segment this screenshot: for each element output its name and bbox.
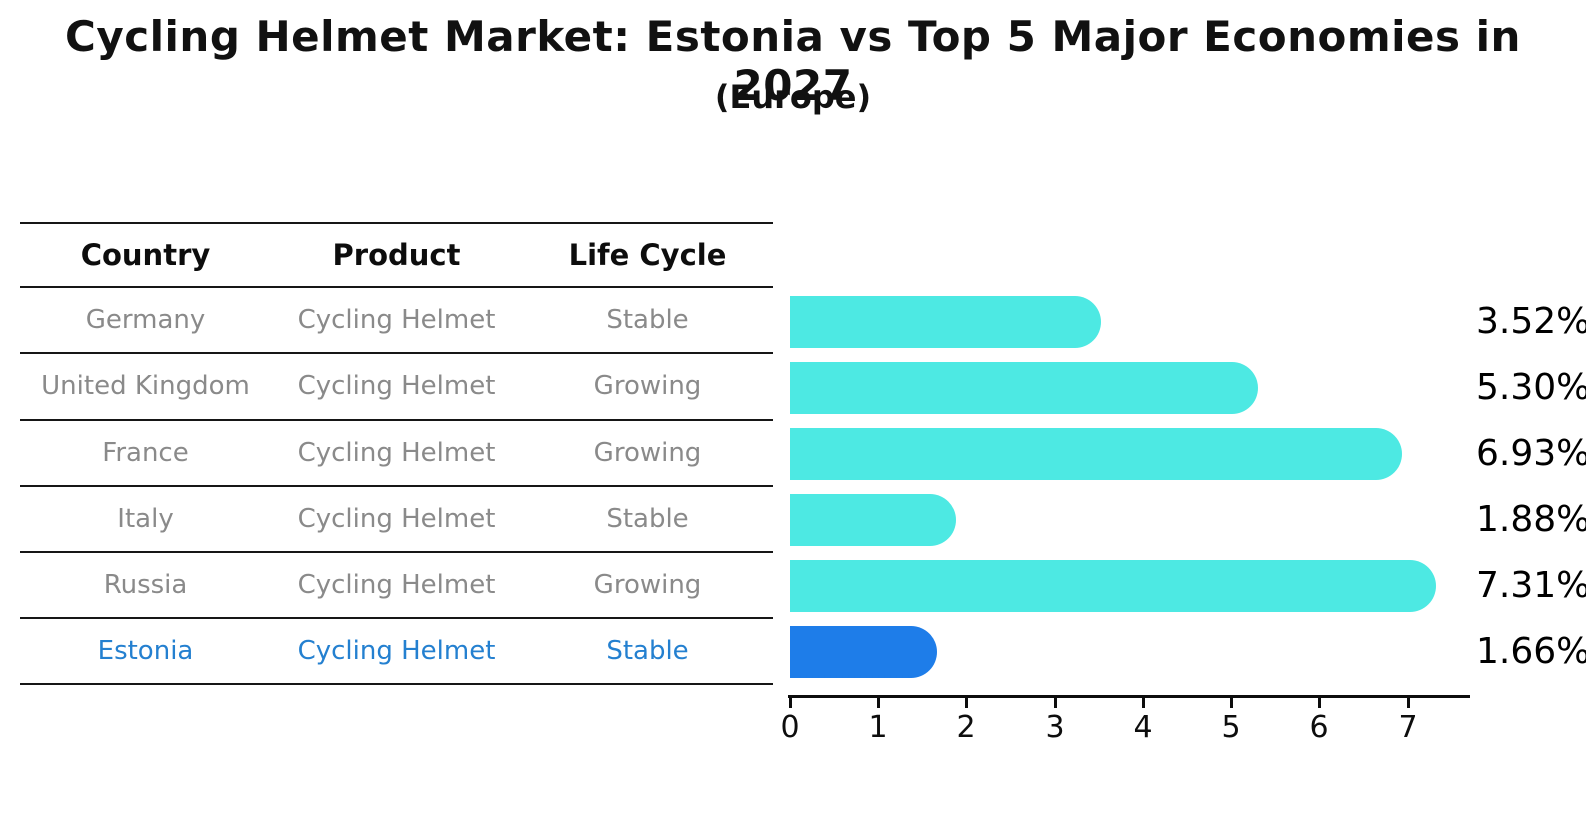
x-axis-tick-label: 0 <box>780 710 800 745</box>
value-label-france: 6.93% <box>1476 433 1586 474</box>
x-axis-tick-label: 4 <box>1133 710 1153 745</box>
cell-product: Cycling Helmet <box>297 503 496 534</box>
value-label-italy: 1.88% <box>1476 499 1586 540</box>
cell-life-cycle: Stable <box>606 305 689 336</box>
x-axis-tick <box>789 698 792 708</box>
x-axis-tick <box>1054 698 1057 708</box>
value-label-estonia: 1.66% <box>1476 631 1586 672</box>
bar-germany <box>790 296 1101 348</box>
table-row-germany: Germany Cycling Helmet Stable <box>20 288 773 355</box>
cell-product: Cycling Helmet <box>297 371 496 402</box>
x-axis-tick-label: 6 <box>1309 710 1329 745</box>
x-axis-tick-label: 5 <box>1221 710 1241 745</box>
value-label-united-kingdom: 5.30% <box>1476 367 1586 408</box>
table-row-estonia-highlighted: Estonia Cycling Helmet Stable <box>20 619 773 686</box>
cell-product: Cycling Helmet <box>297 305 496 336</box>
x-axis-tick-label: 2 <box>956 710 976 745</box>
cell-life-cycle: Growing <box>593 371 702 402</box>
x-axis-tick-label: 1 <box>868 710 888 745</box>
cell-country: France <box>102 437 189 468</box>
table-row-france: France Cycling Helmet Growing <box>20 421 773 487</box>
column-header-life-cycle: Life Cycle <box>568 237 727 272</box>
cell-life-cycle: Stable <box>606 636 689 667</box>
cell-product: Cycling Helmet <box>297 570 496 601</box>
cell-product: Cycling Helmet <box>297 636 496 667</box>
table-row-united-kingdom: United Kingdom Cycling Helmet Growing <box>20 354 773 421</box>
cell-life-cycle: Growing <box>593 570 702 601</box>
cell-country: Estonia <box>97 636 194 667</box>
cell-life-cycle: Stable <box>606 503 689 534</box>
cell-product: Cycling Helmet <box>297 437 496 468</box>
chart-title: Cycling Helmet Market: Estonia vs Top 5 … <box>65 12 1521 110</box>
cell-life-cycle: Growing <box>593 437 702 468</box>
bar-france <box>790 428 1402 480</box>
cell-country: Italy <box>117 503 174 534</box>
bar-estonia-highlighted <box>790 626 937 678</box>
x-axis-tick <box>877 698 880 708</box>
table-row-russia: Russia Cycling Helmet Growing <box>20 553 773 620</box>
x-axis-tick <box>965 698 968 708</box>
table-header-row: Country Product Life Cycle <box>20 222 773 289</box>
x-axis-tick <box>1318 698 1321 708</box>
chart-subtitle: (Europe) <box>714 78 872 116</box>
cell-country: Germany <box>85 305 206 336</box>
table-row-italy: Italy Cycling Helmet Stable <box>20 487 773 553</box>
x-axis-tick <box>1407 698 1410 708</box>
value-label-russia: 7.31% <box>1476 565 1586 606</box>
x-axis-line <box>788 695 1470 698</box>
bar-italy <box>790 494 956 546</box>
cell-country: United Kingdom <box>41 371 250 402</box>
x-axis-tick <box>1230 698 1233 708</box>
cell-country: Russia <box>103 570 188 601</box>
x-axis-tick-label: 7 <box>1398 710 1418 745</box>
bar-united-kingdom <box>790 362 1258 414</box>
data-table: Country Product Life Cycle Germany Cycli… <box>20 222 773 686</box>
column-header-country: Country <box>80 237 211 272</box>
bar-russia <box>790 560 1436 612</box>
column-header-product: Product <box>332 237 461 272</box>
x-axis-tick-label: 3 <box>1045 710 1065 745</box>
x-axis-tick <box>1142 698 1145 708</box>
value-label-germany: 3.52% <box>1476 301 1586 342</box>
